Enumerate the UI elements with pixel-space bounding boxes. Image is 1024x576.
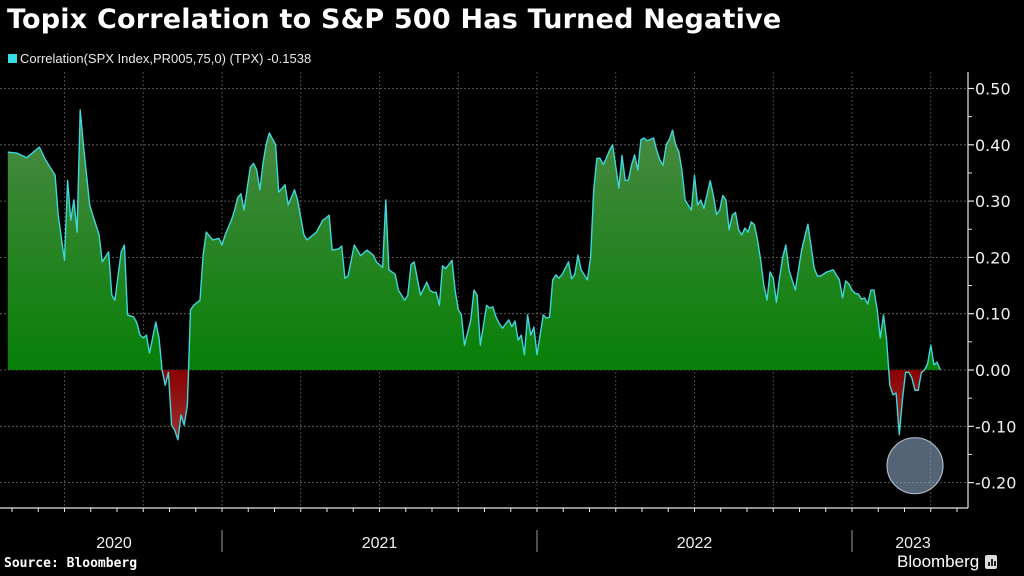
x-axis-ticks <box>11 508 958 512</box>
bloomberg-logo-icon <box>985 555 998 569</box>
year-labels: 2020 2021 2022 2023 <box>96 530 931 552</box>
year-label-2021: 2021 <box>362 535 398 552</box>
positive-area <box>7 109 941 370</box>
y-axis-ticks: 0.50 0.40 0.30 0.20 0.10 0.00 -0.10 -0.20 <box>968 80 1016 493</box>
year-label-2022: 2022 <box>677 535 713 552</box>
y-tick-label: 0.50 <box>975 80 1011 99</box>
y-tick-label: 0.20 <box>975 248 1011 267</box>
y-tick-label: 0.00 <box>975 361 1011 380</box>
y-tick-label: 0.10 <box>975 305 1011 324</box>
y-tick-label: -0.10 <box>975 417 1016 436</box>
year-label-2023: 2023 <box>895 535 931 552</box>
legend-label: Correlation(SPX Index,PR005,75,0) (TPX) … <box>20 51 312 66</box>
y-tick-label: 0.30 <box>975 192 1011 211</box>
highlight-circle <box>886 437 944 495</box>
year-label-2020: 2020 <box>96 535 132 552</box>
legend-swatch-icon <box>8 54 17 63</box>
bloomberg-brand: Bloomberg <box>897 552 998 572</box>
series-line <box>7 109 941 441</box>
legend: Correlation(SPX Index,PR005,75,0) (TPX) … <box>8 51 311 66</box>
y-tick-label: 0.40 <box>975 136 1011 155</box>
source-note: Source: Bloomberg <box>4 556 138 571</box>
y-tick-label: -0.20 <box>975 474 1016 493</box>
chart-title: Topix Correlation to S&P 500 Has Turned … <box>7 4 782 35</box>
brand-name: Bloomberg <box>897 552 980 571</box>
